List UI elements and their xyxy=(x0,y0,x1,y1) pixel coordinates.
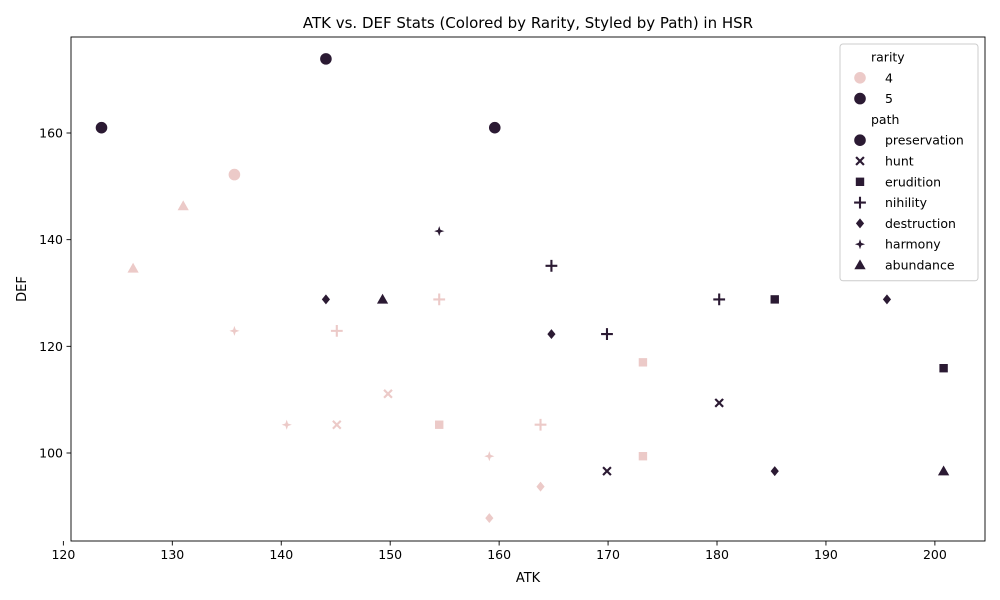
legend-marker xyxy=(853,133,867,147)
data-point xyxy=(535,480,546,493)
legend-entry-label: abundance xyxy=(885,258,955,273)
legend-group-title: rarity xyxy=(871,50,905,65)
x-tick-label: 180 xyxy=(705,547,729,562)
legend-entry-label: destruction xyxy=(885,216,956,231)
data-point xyxy=(600,327,614,341)
legend-group-title: path xyxy=(871,112,899,127)
y-axis-ticks: 100 120 140 160 xyxy=(39,126,71,461)
data-point xyxy=(637,357,648,368)
legend-marker xyxy=(855,176,866,187)
legend-entry-label: erudition xyxy=(885,174,941,189)
y-tick-label: 140 xyxy=(39,232,63,247)
legend-marker xyxy=(853,257,867,271)
legend-marker xyxy=(853,195,867,210)
data-point xyxy=(936,463,951,477)
legend-entry-label: harmony xyxy=(885,237,941,252)
data-point xyxy=(713,397,726,409)
legend-frame xyxy=(839,43,979,282)
data-point xyxy=(227,168,242,182)
data-point xyxy=(881,293,893,306)
plot-frame xyxy=(70,36,986,542)
data-point xyxy=(434,419,445,430)
data-point xyxy=(431,223,447,239)
data-point xyxy=(319,52,333,66)
x-tick-label: 190 xyxy=(814,547,838,562)
y-axis-label: DEF xyxy=(15,276,30,302)
data-point xyxy=(126,261,141,274)
data-point xyxy=(375,292,390,305)
x-axis-label: ATK xyxy=(516,571,541,586)
data-point xyxy=(769,294,780,305)
x-axis-ticks: 120 130 140 150 160 170 180 190 200 xyxy=(51,541,947,562)
data-point xyxy=(533,418,548,432)
data-point xyxy=(484,511,495,525)
chart-title: ATK vs. DEF Stats (Colored by Rarity, St… xyxy=(303,14,753,32)
legend-marker xyxy=(854,155,866,167)
y-tick-label: 160 xyxy=(39,126,63,141)
data-point xyxy=(601,465,613,477)
y-tick-label: 120 xyxy=(39,339,63,354)
data-point xyxy=(382,387,394,400)
legend: rarity 4 5 path preservation hunt erudition nih… xyxy=(839,43,979,282)
data-point xyxy=(637,451,648,462)
data-point xyxy=(176,198,191,212)
legend-marker xyxy=(853,71,867,85)
legend-marker xyxy=(853,92,867,106)
data-point xyxy=(330,418,343,431)
x-tick-label: 160 xyxy=(487,547,511,562)
legend-entry-label: 4 xyxy=(885,70,893,85)
legend-entry-label: 5 xyxy=(885,91,893,106)
x-tick-label: 150 xyxy=(378,547,402,562)
x-tick-label: 130 xyxy=(160,547,184,562)
data-point xyxy=(938,363,949,374)
data-point xyxy=(488,121,502,135)
x-tick-label: 140 xyxy=(269,547,293,562)
legend-marker xyxy=(854,217,866,230)
data-point xyxy=(769,464,780,478)
data-point xyxy=(544,259,559,273)
data-point xyxy=(320,293,332,306)
data-point xyxy=(432,292,446,307)
data-point xyxy=(546,327,557,341)
x-tick-label: 200 xyxy=(923,547,947,562)
data-point xyxy=(279,417,295,433)
points-layer xyxy=(94,52,951,525)
legend-marker xyxy=(852,236,868,252)
y-tick-label: 100 xyxy=(39,446,63,461)
data-point xyxy=(226,323,242,339)
legend-entry-label: preservation xyxy=(885,133,964,148)
legend-entry-label: nihility xyxy=(885,195,928,210)
data-point xyxy=(330,324,344,338)
x-tick-label: 120 xyxy=(51,547,75,562)
legend-entry-label: hunt xyxy=(885,154,914,169)
data-point xyxy=(481,448,497,464)
x-tick-label: 170 xyxy=(596,547,620,562)
data-point xyxy=(712,292,726,307)
data-point xyxy=(94,121,109,135)
